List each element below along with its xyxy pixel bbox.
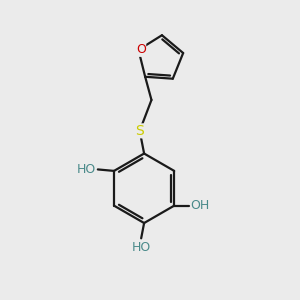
Text: O: O (136, 44, 146, 56)
Text: HO: HO (77, 163, 96, 176)
Text: HO: HO (131, 241, 151, 254)
Text: S: S (135, 124, 144, 138)
Text: OH: OH (190, 199, 210, 212)
